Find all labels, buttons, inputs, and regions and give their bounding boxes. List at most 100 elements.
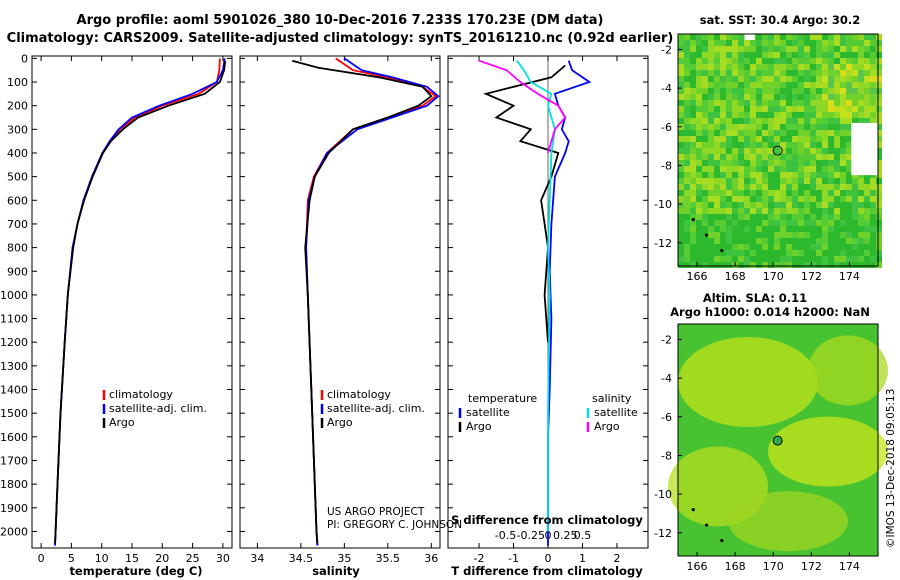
sst-cell: [684, 112, 690, 118]
sst-cell: [828, 250, 834, 256]
salinity-series-satellite-adj.-clim.: [305, 57, 440, 546]
sst-cell: [876, 142, 882, 148]
sst-cell: [756, 256, 762, 262]
sst-cell: [696, 172, 702, 178]
sst-cell: [804, 58, 810, 64]
sst-cell: [792, 160, 798, 166]
sst-cell: [708, 220, 714, 226]
sst-cell: [762, 214, 768, 220]
sst-cell: [696, 136, 702, 142]
sst-cell: [876, 82, 882, 88]
sst-cell: [798, 256, 804, 262]
sst-cell: [786, 226, 792, 232]
sst-cell: [732, 70, 738, 76]
sst-cell: [840, 172, 846, 178]
sst-cell: [864, 232, 870, 238]
sst-cell: [846, 166, 852, 172]
sst-cell: [720, 118, 726, 124]
sst-cell: [786, 208, 792, 214]
sst-cell: [756, 226, 762, 232]
sst-cell: [726, 232, 732, 238]
sst-cell: [792, 184, 798, 190]
salinity-xtick-label: 35.5: [376, 552, 401, 565]
sst-cell: [864, 226, 870, 232]
sst-cell: [714, 154, 720, 160]
sst-cell: [786, 244, 792, 250]
sst-cell: [708, 196, 714, 202]
sst-cell: [738, 190, 744, 196]
sst-cell: [756, 208, 762, 214]
sst-cell: [798, 196, 804, 202]
sst-cell: [708, 172, 714, 178]
sst-cell: [840, 160, 846, 166]
sst-cell: [816, 142, 822, 148]
sst-cell: [828, 106, 834, 112]
sst-cell: [810, 172, 816, 178]
sst-cell: [780, 46, 786, 52]
sst-cell: [696, 178, 702, 184]
sst-cell: [762, 76, 768, 82]
sst-cell: [702, 142, 708, 148]
sst-cell: [708, 142, 714, 148]
sst-cell: [834, 118, 840, 124]
sst-cell: [714, 220, 720, 226]
sla-map-xtick-label: 172: [801, 560, 822, 573]
sst-cell: [834, 76, 840, 82]
sst-cell: [720, 94, 726, 100]
sst-cell: [756, 148, 762, 154]
sst-cell: [732, 64, 738, 70]
sst-cell: [876, 244, 882, 250]
sst-cell: [780, 124, 786, 130]
sst-cell: [876, 190, 882, 196]
sst-cell: [822, 94, 828, 100]
sst-cell: [780, 88, 786, 94]
sst-cell: [798, 244, 804, 250]
sst-cell: [846, 136, 852, 142]
sst-cell: [690, 70, 696, 76]
sst-cell: [720, 178, 726, 184]
sst-cell: [846, 64, 852, 70]
sst-cell: [750, 160, 756, 166]
sst-cell: [786, 142, 792, 148]
sst-cell: [768, 220, 774, 226]
project-credit: US ARGO PROJECT: [327, 506, 425, 518]
sst-cell: [834, 250, 840, 256]
sst-cell: [858, 70, 864, 76]
sst-cell: [708, 40, 714, 46]
sst-cell: [732, 196, 738, 202]
sst-cell: [708, 166, 714, 172]
sst-cell: [726, 46, 732, 52]
sst-cell: [720, 58, 726, 64]
sst-cell: [714, 58, 720, 64]
sst-map-xtick-label: 170: [763, 270, 784, 283]
sst-cell: [822, 262, 828, 268]
sst-cell: [684, 58, 690, 64]
sst-cell: [870, 190, 876, 196]
sst-cell: [804, 256, 810, 262]
sst-cell: [816, 226, 822, 232]
sst-cell: [846, 46, 852, 52]
sst-cell: [726, 88, 732, 94]
island: [720, 538, 724, 543]
sst-cell: [768, 232, 774, 238]
sst-cell: [690, 250, 696, 256]
sst-cell: [780, 232, 786, 238]
sst-cell: [876, 88, 882, 94]
sst-cell: [732, 40, 738, 46]
sst-cell: [684, 52, 690, 58]
sst-cell: [750, 166, 756, 172]
sst-cell: [720, 262, 726, 268]
sst-cell: [786, 46, 792, 52]
sst-cell: [732, 136, 738, 142]
sst-cell: [678, 178, 684, 184]
sst-cell: [738, 172, 744, 178]
legend-label: satellite-adj. clim.: [327, 402, 425, 415]
sst-cell: [690, 172, 696, 178]
sst-cell: [858, 100, 864, 106]
sst-cell: [876, 136, 882, 142]
sst-cell: [780, 76, 786, 82]
sst-cell: [864, 184, 870, 190]
sst-cell: [678, 34, 684, 40]
sst-cell: [834, 154, 840, 160]
